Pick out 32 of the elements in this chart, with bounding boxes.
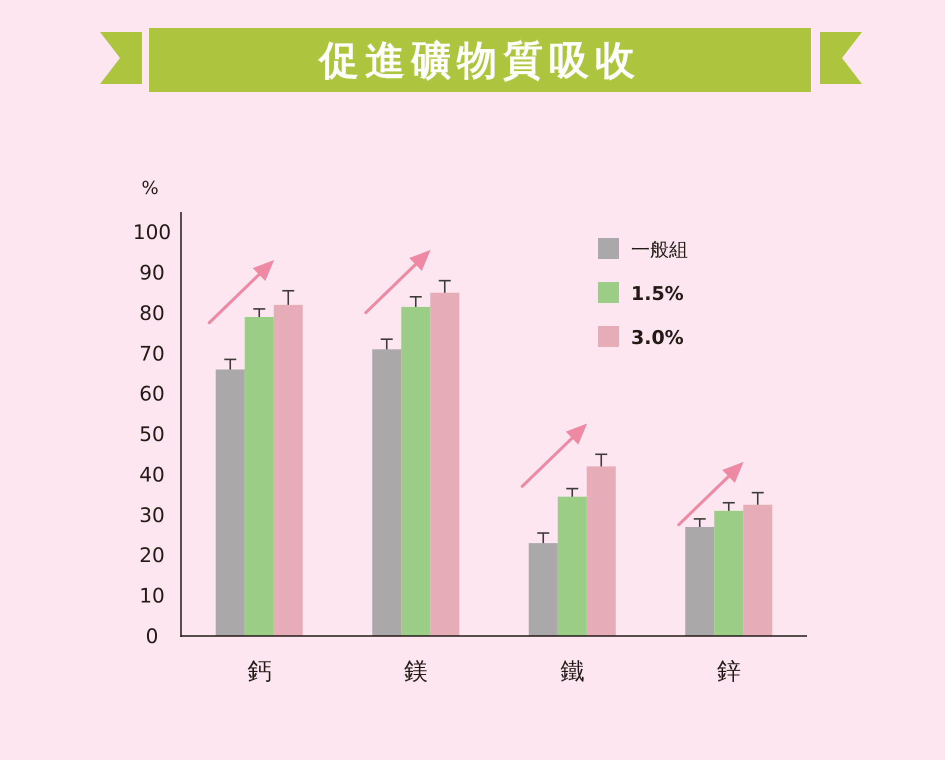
y-axis-title: %	[141, 178, 159, 199]
bar	[714, 510, 744, 636]
x-tick-label: 鎂	[404, 657, 428, 685]
bar	[528, 543, 558, 636]
y-tick-label: 70	[139, 341, 165, 366]
y-tick-label: 60	[139, 382, 165, 406]
x-tick-label: 鋅	[716, 657, 741, 685]
legend-label: 3.0%	[631, 327, 684, 349]
chart-title: 促進礦物質吸收	[317, 38, 641, 84]
bar	[401, 306, 430, 636]
y-tick-label: 0	[146, 624, 158, 648]
y-tick-label: 30	[139, 502, 165, 527]
bar	[743, 504, 772, 636]
bar	[244, 316, 274, 636]
y-tick-label: 80	[139, 300, 165, 325]
bar	[586, 466, 616, 636]
legend-label: 1.5%	[631, 283, 684, 305]
bar	[274, 304, 303, 636]
y-tick-label: 50	[139, 422, 165, 446]
y-tick-label: 20	[139, 543, 165, 568]
y-tick-label: 100	[132, 220, 172, 244]
y-tick-label: 40	[139, 462, 165, 486]
bar	[372, 349, 402, 636]
y-tick-label: 90	[139, 260, 165, 285]
y-tick-label: 10	[139, 584, 165, 608]
x-tick-label: 鐵	[560, 657, 584, 685]
bar	[430, 292, 460, 636]
bar	[558, 496, 587, 636]
x-tick-label: 鈣	[247, 657, 272, 685]
bar	[685, 526, 714, 636]
bar	[216, 369, 245, 636]
legend-label: 一般組	[631, 239, 688, 261]
